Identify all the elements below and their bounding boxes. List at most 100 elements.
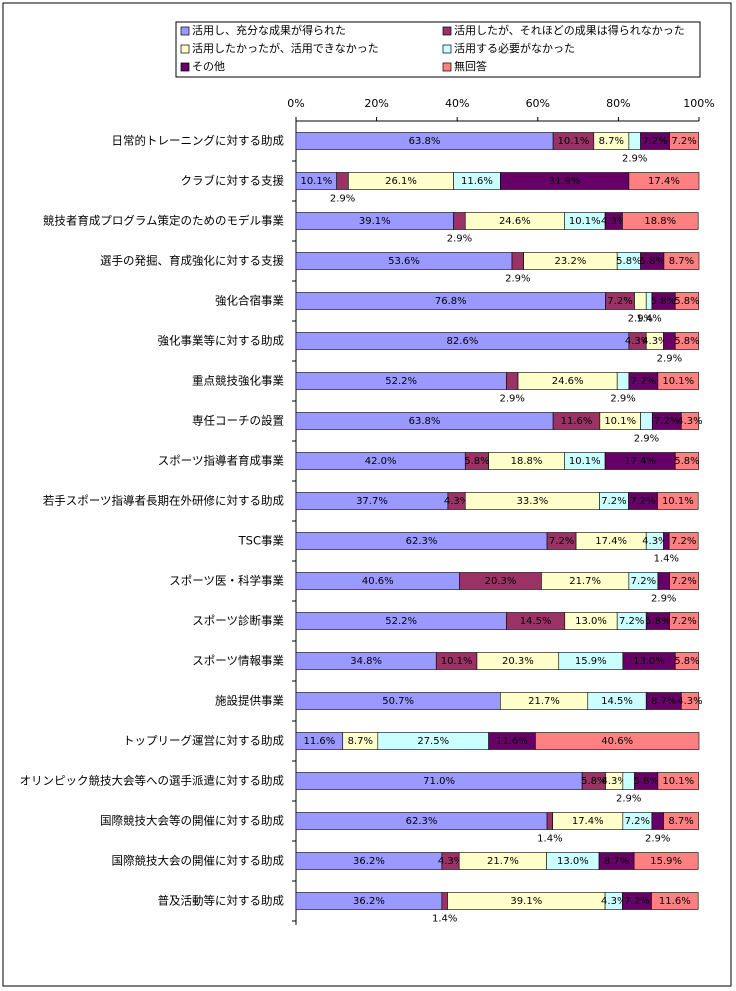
value-label: 4.3%	[677, 416, 702, 427]
legend-swatch	[442, 62, 452, 72]
value-label: 2.9%	[622, 154, 647, 165]
bar-segment	[663, 532, 670, 550]
legend-swatch	[180, 44, 190, 54]
bar-segment	[651, 812, 664, 830]
category-label: 日常的トレーニングに対する助成	[112, 134, 285, 148]
value-label: 52.2%	[385, 376, 417, 387]
bar-segment	[674, 452, 699, 470]
category-label: 競技者育成プログラム策定のためのモデル事業	[43, 214, 285, 228]
legend-box	[175, 21, 701, 78]
bar-segment	[622, 212, 699, 230]
value-label: 4.3%	[677, 696, 702, 707]
value-label: 26.1%	[385, 176, 417, 187]
bar-segment	[669, 132, 699, 150]
value-label: 5.8%	[640, 256, 665, 267]
bar-segment	[651, 892, 699, 910]
value-label: 11.6%	[659, 896, 691, 907]
value-label: 13.0%	[633, 656, 665, 667]
value-label: 8.7%	[604, 856, 629, 867]
value-label: 76.8%	[435, 296, 467, 307]
value-label: 24.6%	[552, 376, 584, 387]
value-label: 42.0%	[365, 456, 397, 467]
value-label: 18.8%	[511, 456, 543, 467]
value-label: 71.0%	[423, 776, 455, 787]
value-label: 34.8%	[350, 656, 382, 667]
value-label: 37.7%	[356, 496, 388, 507]
value-label: 2.9%	[447, 234, 472, 245]
bar-segment	[680, 692, 699, 710]
category-label: 重点競技強化事業	[192, 374, 284, 388]
value-label: 8.7%	[599, 136, 624, 147]
value-label: 2.9%	[616, 794, 641, 805]
value-label: 52.2%	[385, 616, 417, 627]
value-label: 10.1%	[569, 216, 601, 227]
category-label: 施設提供事業	[215, 694, 284, 708]
value-label: 5.8%	[645, 616, 670, 627]
bar-segment	[546, 812, 554, 830]
value-label: 21.7%	[569, 576, 601, 587]
category-label: スポーツ診断事業	[192, 614, 284, 628]
category-label: スポーツ医・科学事業	[169, 574, 284, 588]
bar-segment	[453, 212, 466, 230]
bar-segment	[628, 172, 700, 190]
value-label: 7.2%	[630, 496, 655, 507]
value-label: 8.7%	[651, 696, 676, 707]
value-label: 10.1%	[558, 136, 590, 147]
value-label: 2.9%	[500, 394, 525, 405]
value-label: 7.2%	[654, 416, 679, 427]
value-label: 63.8%	[409, 136, 441, 147]
value-label: 5.8%	[674, 296, 699, 307]
value-label: 4.3%	[601, 896, 626, 907]
bar-segment	[674, 332, 699, 350]
bar-segment	[628, 132, 641, 150]
category-label: スポーツ指導者育成事業	[158, 454, 285, 468]
legend-label: 活用し、充分な成果が得られた	[192, 23, 346, 37]
value-label: 7.2%	[631, 376, 656, 387]
value-label: 4.3%	[642, 536, 667, 547]
value-label: 36.2%	[353, 856, 385, 867]
legend-label: 活用する必要がなかった	[454, 41, 575, 55]
bar-segment	[634, 292, 647, 310]
value-label: 18.8%	[644, 216, 676, 227]
value-label: 39.1%	[359, 216, 391, 227]
value-label: 2.9%	[651, 594, 676, 605]
value-label: 13.0%	[575, 616, 607, 627]
value-label: 2.9%	[645, 834, 670, 845]
value-label: 1.4%	[537, 834, 562, 845]
bar-segment	[674, 292, 699, 310]
value-label: 11.6%	[496, 736, 528, 747]
category-label: 強化合宿事業	[215, 294, 284, 308]
value-label: 11.6%	[461, 176, 493, 187]
value-label: 2.9%	[634, 434, 659, 445]
value-label: 33.3%	[516, 496, 548, 507]
value-label: 63.8%	[409, 416, 441, 427]
category-label: オリンピック競技大会等への選手派遣に対する助成	[20, 774, 285, 788]
value-label: 10.1%	[604, 416, 636, 427]
value-label: 10.1%	[662, 496, 694, 507]
x-tick-label: 80%	[606, 97, 630, 110]
value-label: 17.4%	[648, 176, 680, 187]
value-label: 7.2%	[619, 616, 644, 627]
value-label: 2.9%	[657, 354, 682, 365]
bar-segment	[616, 372, 630, 390]
value-label: 11.6%	[561, 416, 593, 427]
value-label: 7.2%	[607, 296, 632, 307]
bar-segment	[640, 412, 653, 430]
value-label: 5.8%	[616, 256, 641, 267]
value-label: 10.1%	[569, 456, 601, 467]
value-label: 4.3%	[625, 336, 650, 347]
value-label: 20.3%	[502, 656, 534, 667]
legend-label: 活用したが、それほどの成果は得られなかった	[454, 23, 685, 37]
value-label: 4.3%	[642, 336, 667, 347]
category-label: TSC事業	[238, 534, 285, 548]
value-label: 82.6%	[447, 336, 479, 347]
value-label: 4.3%	[601, 776, 626, 787]
category-label: 国際競技大会等の開催に対する助成	[100, 814, 284, 828]
value-label: 7.2%	[625, 816, 650, 827]
value-label: 39.1%	[510, 896, 542, 907]
value-label: 2.9%	[505, 274, 530, 285]
bar-segment	[663, 252, 700, 270]
value-label: 7.2%	[624, 896, 649, 907]
value-label: 7.2%	[671, 616, 696, 627]
